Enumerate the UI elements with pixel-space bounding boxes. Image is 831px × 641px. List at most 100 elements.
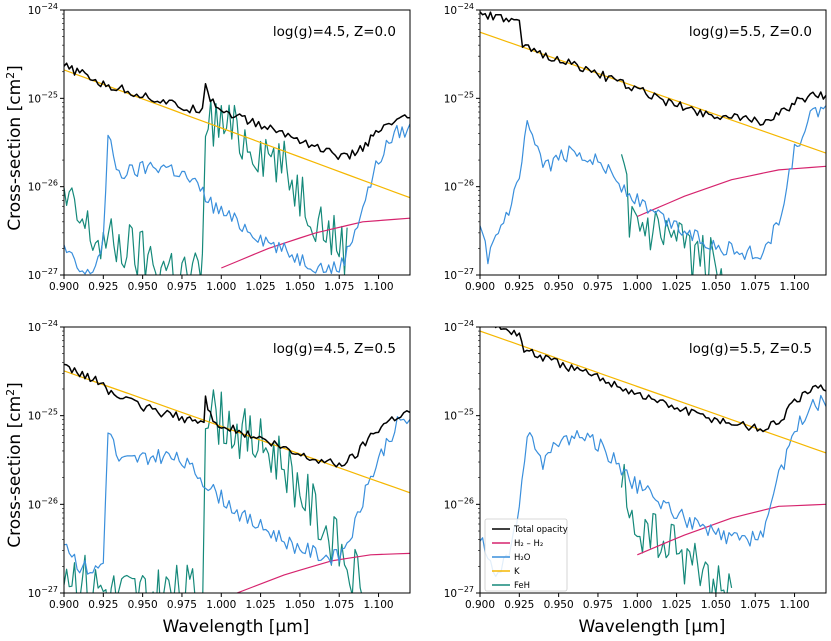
panel-annotation: log(g)=5.5, Z=0.5 (689, 341, 812, 357)
series-line-h-o (64, 416, 410, 575)
y-tick-label: 10−27 (444, 585, 474, 600)
x-tick-label: 0.975 (583, 281, 613, 293)
x-tick-label: 1.050 (285, 599, 315, 611)
legend-label: FeH (514, 581, 530, 591)
x-tick-label: 0.900 (465, 599, 495, 611)
x-tick-label: 0.900 (465, 281, 495, 293)
y-tick-label: 10−27 (444, 267, 474, 282)
panel-annotation: log(g)=4.5, Z=0.0 (273, 24, 396, 40)
chart-panel: 0.900 0.925 0.950 0.975 1.000 1.025 1.050 1.075… (28, 319, 411, 611)
axes-frame (63, 9, 411, 276)
x-tick-label: 0.950 (544, 599, 574, 611)
x-axis-label-right: Wavelength [μm] (579, 617, 726, 637)
legend-label: H₂ – H₂ (514, 539, 543, 549)
series-line-h-h- (637, 165, 826, 218)
x-tick-label: 1.075 (740, 599, 770, 611)
x-tick-label: 0.925 (504, 599, 534, 611)
series-line-feh (620, 463, 733, 593)
legend-label: K (514, 567, 520, 577)
ylabel-close: ] (5, 65, 25, 72)
y-tick-label: 10−24 (444, 319, 474, 334)
x-tick-label: 1.100 (364, 599, 394, 611)
series-line-h-o (64, 123, 410, 275)
x-tick-label: 1.100 (780, 599, 810, 611)
legend-label: Total opacity (513, 525, 568, 535)
x-tick-label: 1.050 (701, 599, 731, 611)
y-axis-label-top: Cross-section [cm2] (4, 65, 25, 231)
series-line-total-opacity (480, 11, 826, 126)
axes-frame (479, 326, 827, 594)
x-tick-label: 0.975 (583, 599, 613, 611)
y-tick-label: 10−26 (28, 496, 58, 511)
ylabel-text: Cross-section [cm (5, 396, 25, 548)
y-tick-label: 10−27 (28, 267, 58, 282)
chart-panel: 0.900 0.925 0.950 0.975 1.000 1.025 1.050 1.075… (444, 319, 827, 611)
series-line-h-h- (637, 503, 826, 556)
x-tick-label: 1.000 (622, 599, 652, 611)
y-tick-label: 10−26 (28, 179, 58, 194)
x-tick-label: 0.925 (88, 281, 118, 293)
x-tick-label: 0.925 (504, 281, 534, 293)
x-tick-label: 1.000 (206, 599, 236, 611)
plot-area (480, 327, 826, 593)
series-line-k (480, 330, 826, 454)
series-line-k (64, 69, 410, 199)
panel-annotation: log(g)=4.5, Z=0.5 (273, 341, 396, 357)
x-tick-label: 1.050 (701, 281, 731, 293)
x-tick-label: 1.100 (780, 281, 810, 293)
series-line-h-h- (221, 217, 410, 269)
panels: 0.900 0.925 0.950 0.975 1.000 1.025 1.050 1.075… (28, 2, 827, 611)
x-tick-label: 1.000 (622, 281, 652, 293)
series-line-h-o (480, 394, 826, 577)
y-tick-label: 10−26 (444, 179, 474, 194)
ylabel-sup: 2 (4, 389, 17, 396)
y-tick-label: 10−24 (444, 2, 474, 17)
y-axis-label-bottom: Cross-section [cm2] (4, 382, 25, 548)
plot-area (64, 62, 410, 275)
y-tick-label: 10−25 (28, 408, 58, 423)
plot-area (480, 11, 826, 275)
x-tick-label: 0.975 (167, 281, 197, 293)
x-tick-label: 1.075 (324, 281, 354, 293)
x-tick-label: 0.950 (128, 281, 158, 293)
plot-area (64, 363, 410, 593)
x-tick-label: 0.900 (49, 281, 79, 293)
y-tick-label: 10−25 (28, 90, 58, 105)
x-tick-label: 1.075 (740, 281, 770, 293)
x-tick-label: 1.025 (662, 281, 692, 293)
y-tick-label: 10−24 (28, 2, 58, 17)
legend-label: H₂O (514, 553, 531, 563)
ylabel-sup: 2 (4, 72, 17, 79)
x-tick-label: 1.100 (364, 281, 394, 293)
panel-annotation: log(g)=5.5, Z=0.0 (689, 24, 812, 40)
series-line-feh (64, 99, 348, 275)
x-tick-label: 1.025 (246, 281, 276, 293)
x-tick-label: 0.950 (544, 281, 574, 293)
axes-frame (63, 326, 411, 594)
series-line-h-o (480, 105, 826, 265)
series-line-total-opacity (494, 327, 826, 433)
x-axis-label-left: Wavelength [μm] (163, 617, 310, 637)
legend-box (484, 518, 568, 592)
x-tick-label: 1.050 (285, 281, 315, 293)
x-tick-label: 0.925 (88, 599, 118, 611)
x-tick-label: 1.000 (206, 281, 236, 293)
series-line-feh (620, 154, 723, 275)
series-line-feh (64, 389, 363, 593)
x-tick-label: 0.950 (128, 599, 158, 611)
series-line-total-opacity (64, 363, 410, 468)
x-tick-label: 1.025 (246, 599, 276, 611)
ylabel-text: Cross-section [cm (5, 79, 25, 231)
x-tick-label: 0.975 (167, 599, 197, 611)
series-line-h-h- (236, 552, 410, 593)
x-tick-label: 1.075 (324, 599, 354, 611)
chart-panel: 0.900 0.925 0.950 0.975 1.000 1.025 1.050 1.075… (28, 2, 411, 293)
series-line-total-opacity (64, 62, 410, 161)
y-tick-label: 10−25 (444, 408, 474, 423)
chart-panel: 0.900 0.925 0.950 0.975 1.000 1.025 1.050 1.075… (444, 2, 827, 293)
ylabel-close: ] (5, 382, 25, 389)
x-tick-label: 1.025 (662, 599, 692, 611)
x-tick-label: 0.900 (49, 599, 79, 611)
y-tick-label: 10−25 (444, 90, 474, 105)
